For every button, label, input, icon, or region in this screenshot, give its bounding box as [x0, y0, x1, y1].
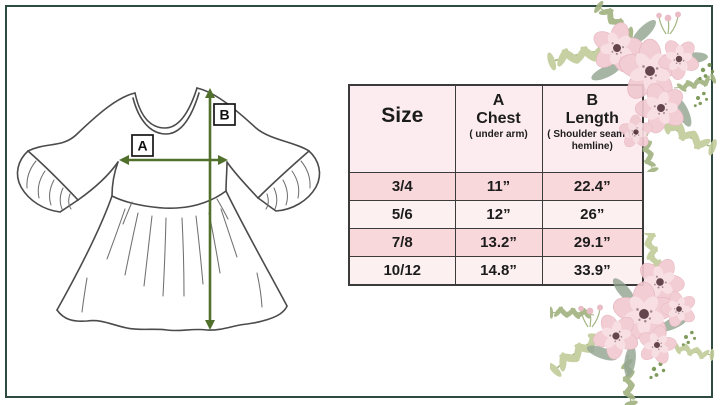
length-letter: B: [586, 92, 599, 109]
length-cell: 26”: [541, 200, 644, 229]
length-cell: 22.4”: [541, 172, 644, 201]
table-row: 10/12 14.8” 33.9”: [348, 256, 644, 286]
chest-letter: A: [492, 92, 505, 109]
chest-cell: 12”: [454, 200, 543, 229]
size-column-title: Size: [381, 104, 424, 127]
fabric-fold-lines: [26, 160, 311, 313]
chest-subtitle: ( under arm): [469, 128, 528, 140]
length-cell: 29.1”: [541, 228, 644, 257]
chest-cell: 11”: [454, 172, 543, 201]
chest-measure-arrow: [119, 155, 228, 165]
dress-measurement-sketch: A B: [16, 87, 321, 332]
size-cell: 5/6: [348, 200, 456, 229]
length-subtitle: ( Shoulder seam to hemline): [547, 128, 638, 153]
flower-decoration-top-right: [541, 0, 720, 172]
label-a-box: A: [131, 134, 154, 157]
col-header-size: Size: [348, 84, 456, 173]
length-title: Length: [565, 109, 619, 127]
size-cell: 7/8: [348, 228, 456, 257]
table-row: 5/6 12” 26”: [348, 200, 644, 229]
size-chart-table: Size A Chest ( under arm) B Length ( Sho…: [348, 84, 644, 286]
hemline: [56, 305, 288, 332]
size-cell: 10/12: [348, 256, 456, 286]
table-row: 3/4 11” 22.4”: [348, 172, 644, 201]
label-b-text: B: [219, 107, 229, 123]
length-cell: 33.9”: [541, 256, 644, 286]
label-a-text: A: [137, 138, 147, 154]
flower-decoration-bottom-right: [550, 233, 720, 405]
col-header-chest: A Chest ( under arm): [454, 84, 543, 173]
waist-seam: [111, 190, 227, 209]
chest-cell: 14.8”: [454, 256, 543, 286]
size-cell: 3/4: [348, 172, 456, 201]
chest-cell: 13.2”: [454, 228, 543, 257]
length-measure-arrow: [205, 88, 215, 330]
chest-title: Chest: [476, 109, 521, 127]
table-row: 7/8 13.2” 29.1”: [348, 228, 644, 257]
neckline: [134, 87, 198, 129]
label-b-box: B: [213, 103, 236, 126]
